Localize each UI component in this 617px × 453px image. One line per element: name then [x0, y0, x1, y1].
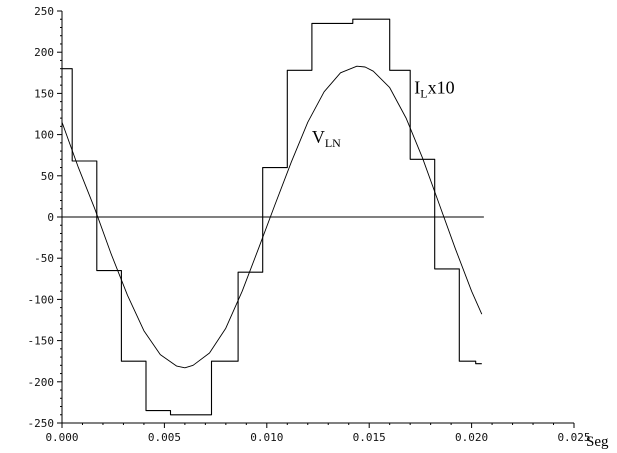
axes [57, 10, 575, 428]
y-tick-label: 250 [34, 5, 54, 18]
y-tick-label: 100 [34, 129, 54, 142]
x-axis-label: Seg [586, 434, 609, 450]
x-tick-label: 0.010 [250, 431, 283, 444]
y-tick-label: 150 [34, 87, 54, 100]
series-line-current [62, 18, 482, 416]
plot-area [61, 18, 484, 416]
x-tick-label: 0.000 [45, 431, 78, 444]
series-line-voltage [61, 65, 483, 369]
y-tick-label: 200 [34, 46, 54, 59]
x-tick-label: 0.015 [353, 431, 386, 444]
y-tick-label: 50 [41, 170, 54, 183]
y-tick-label: -250 [28, 417, 55, 430]
y-tick-label: -150 [28, 335, 55, 348]
x-tick-label: 0.020 [455, 431, 488, 444]
x-tick-label: 0.005 [148, 431, 181, 444]
y-tick-label: -200 [28, 376, 55, 389]
annotation-voltage: VLN [312, 127, 341, 150]
annotation-current: ILx10 [414, 77, 454, 100]
y-tick-label: -100 [28, 293, 55, 306]
y-tick-label: -50 [34, 252, 54, 265]
x-tick-label: 0.025 [557, 431, 590, 444]
annotations: ILx10 VLN [312, 77, 455, 149]
y-tick-label: 0 [47, 211, 54, 224]
